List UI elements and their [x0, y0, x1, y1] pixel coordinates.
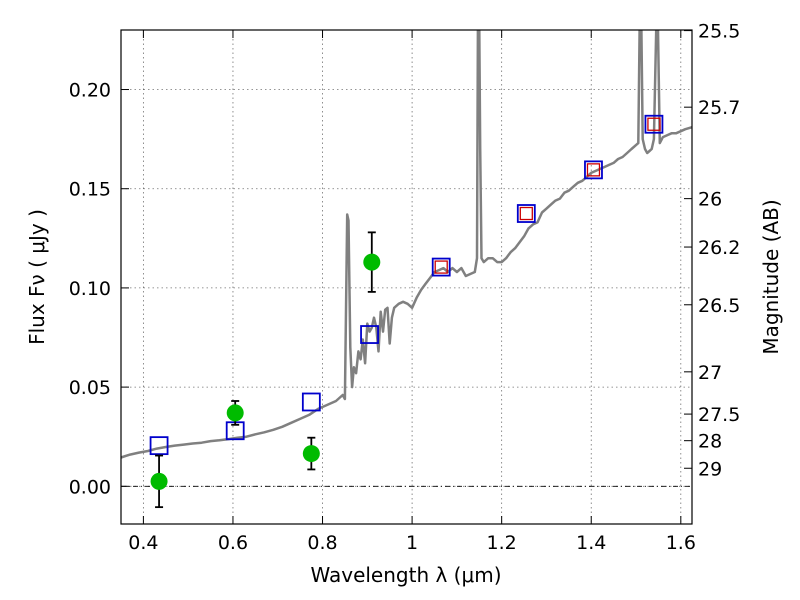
- axis-ticks: [121, 30, 692, 524]
- y-tick-label: 0.10: [69, 278, 111, 300]
- model-inner-square: [519, 206, 533, 221]
- model-photometry-squares: [149, 114, 664, 456]
- y2-tick-label: 26.2: [698, 237, 740, 259]
- y2-tick-label: 28: [698, 431, 722, 453]
- model-square: [644, 114, 664, 134]
- x-tick-label: 1.6: [666, 532, 696, 554]
- y2-tick-label: 25.5: [698, 21, 740, 43]
- model-square: [431, 257, 451, 277]
- observed-errorbars: [155, 231, 376, 509]
- observed-point: [363, 253, 381, 271]
- x-tick-label: 0.8: [307, 532, 337, 554]
- model-square: [360, 325, 379, 344]
- y2-tick-label: 27.5: [698, 404, 740, 426]
- model-inner-square: [434, 260, 448, 274]
- model-photometry-inner-squares: [434, 117, 661, 274]
- y-axis-label: Flux Fν ( μJy ): [25, 209, 49, 345]
- plot-frame: [120, 29, 693, 525]
- x-tick-label: 0.6: [218, 532, 248, 554]
- y-tick-label: 0.05: [69, 377, 111, 399]
- y2-tick-label: 27: [698, 362, 722, 384]
- x-axis-label: Wavelength λ (μm): [310, 563, 501, 587]
- observed-point: [226, 404, 244, 422]
- y2-tick-label: 29: [698, 458, 722, 480]
- observed-point: [150, 472, 168, 490]
- grid: [121, 30, 692, 524]
- y-axis-tick-labels: 0.00 0.05 0.10 0.15 0.20: [69, 80, 111, 499]
- x-tick-label: 1.4: [576, 532, 606, 554]
- model-square: [149, 436, 169, 456]
- model-inner-square: [647, 117, 661, 131]
- x-tick-label: 1.2: [487, 532, 517, 554]
- y2-tick-label: 26: [698, 189, 722, 211]
- y-tick-label: 0.15: [69, 179, 111, 201]
- x-axis-tick-labels: 0.4 0.6 0.8 1 1.2 1.4 1.6: [128, 532, 696, 554]
- x-tick-label: 0.4: [128, 532, 158, 554]
- model-inner-square: [586, 163, 601, 177]
- observed-points: [150, 253, 381, 490]
- y2-axis-label: Magnitude (AB): [759, 199, 783, 354]
- model-square: [301, 392, 321, 412]
- model-spectrum-line: [121, 30, 692, 459]
- y-tick-label: 0.00: [69, 476, 111, 498]
- y2-axis-tick-labels: 25.5 25.7 26 26.2 26.5 27 27.5 28 29: [698, 21, 740, 481]
- y2-tick-label: 25.7: [698, 97, 740, 119]
- model-square: [584, 160, 603, 180]
- model-square: [516, 204, 536, 223]
- y-tick-label: 0.20: [69, 80, 111, 102]
- observed-point: [302, 445, 320, 463]
- x-tick-label: 1: [406, 532, 418, 554]
- y2-tick-label: 26.5: [698, 295, 740, 317]
